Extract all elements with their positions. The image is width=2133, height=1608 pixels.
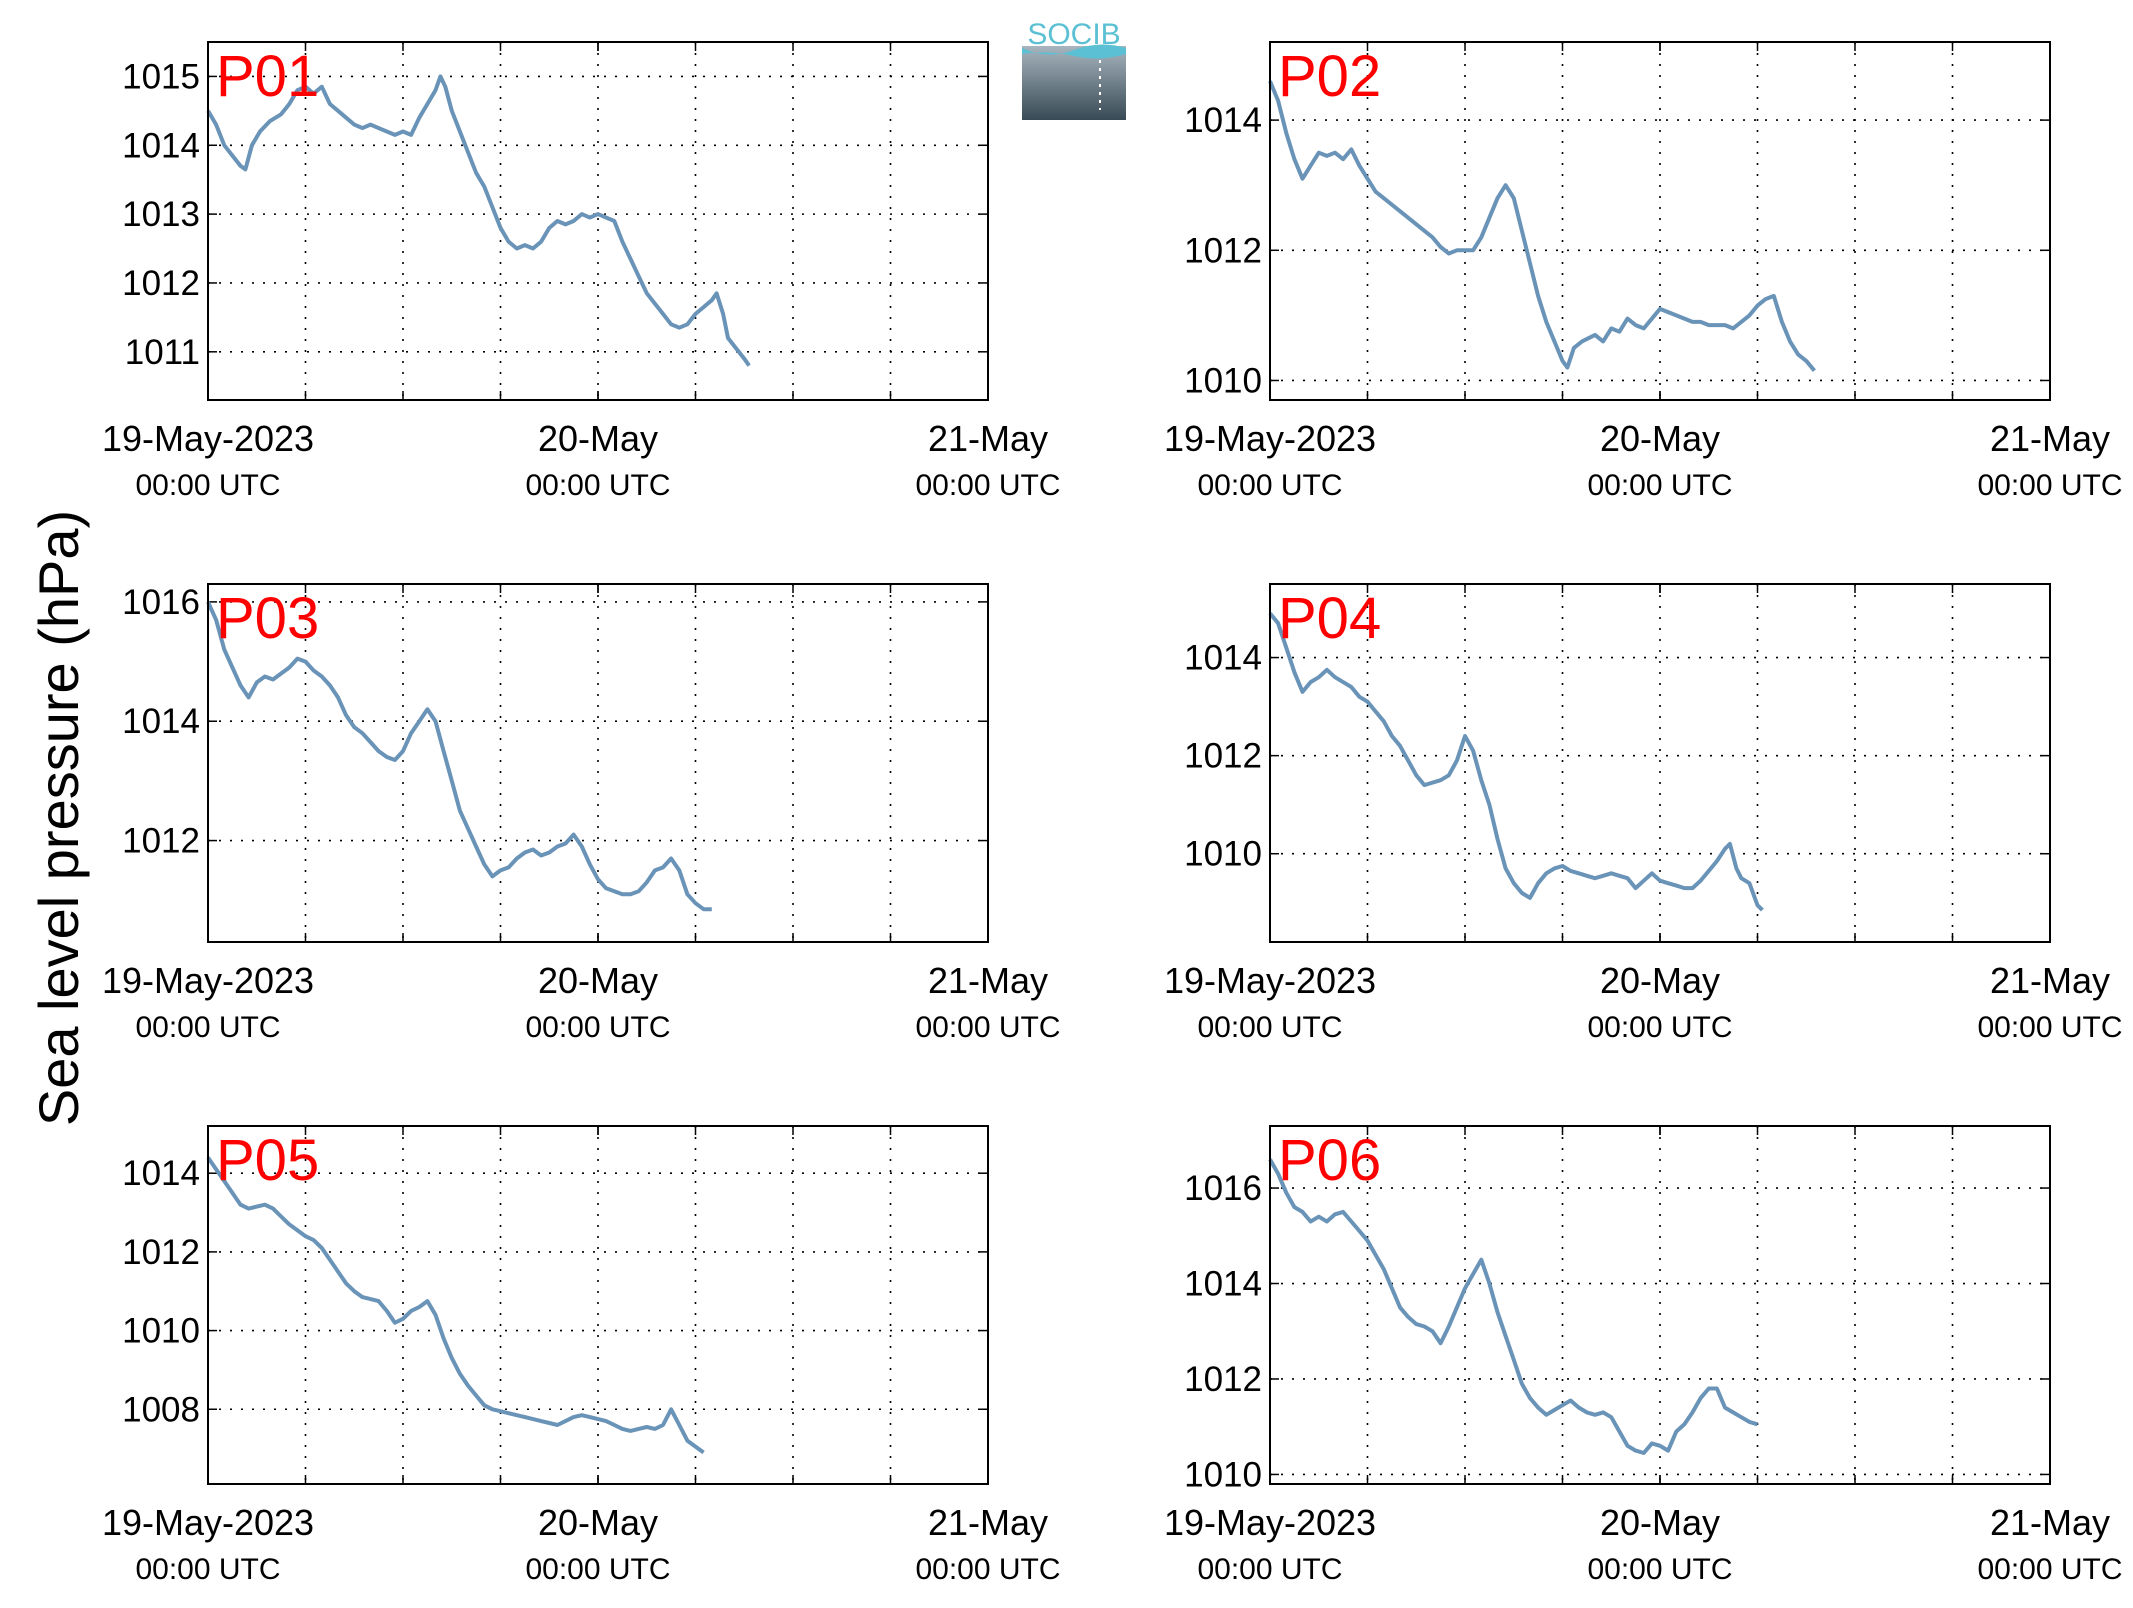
- y-tick-label: 1014: [1184, 1265, 1262, 1304]
- series-line-p02: [1268, 80, 1816, 372]
- x-tick-sublabel: 00:00 UTC: [915, 469, 1060, 502]
- station-label: P01: [216, 44, 319, 109]
- x-tick-sublabel: 00:00 UTC: [1587, 469, 1732, 502]
- plot-area: [208, 1126, 988, 1484]
- x-tick-label: 20-May: [1600, 418, 1720, 459]
- x-tick-label: 21-May: [928, 1502, 1048, 1543]
- y-axis-label: Sea level pressure (hPa): [27, 510, 90, 1126]
- x-tick-sublabel: 00:00 UTC: [1587, 1011, 1732, 1044]
- x-tick-label: 20-May: [538, 960, 658, 1001]
- series-line-p01: [206, 74, 751, 367]
- y-tick-label: 1012: [1184, 737, 1262, 776]
- x-tick-sublabel: 00:00 UTC: [1977, 1553, 2122, 1586]
- series-line-p05: [206, 1156, 705, 1455]
- y-tick-label: 1011: [125, 333, 200, 372]
- x-tick-sublabel: 00:00 UTC: [1587, 1553, 1732, 1586]
- x-tick-sublabel: 00:00 UTC: [915, 1011, 1060, 1044]
- x-tick-label: 19-May-2023: [1164, 1502, 1376, 1543]
- y-tick-label: 1010: [122, 1312, 200, 1351]
- series-line-p04: [1268, 612, 1764, 912]
- plot-area: [1270, 1126, 2050, 1484]
- y-tick-label: 1010: [1184, 361, 1262, 400]
- x-tick-label: 20-May: [538, 418, 658, 459]
- station-label: P05: [216, 1128, 319, 1193]
- y-tick-label: 1016: [1184, 1169, 1262, 1208]
- panel-p03: 1012 1014 1016 19-May-2023 00:00 UTC 20-May 00…: [102, 583, 1061, 1044]
- y-tick-label: 1012: [122, 1233, 200, 1272]
- y-tick-label: 1016: [122, 583, 200, 622]
- y-tick-label: 1014: [122, 126, 200, 165]
- y-tick-label: 1012: [1184, 1360, 1262, 1399]
- panel-p06: 1010 1012 1014 1016 19-May-2023 00:00 UTC 20-M…: [1164, 1125, 2123, 1586]
- x-tick-label: 21-May: [1990, 1502, 2110, 1543]
- x-tick-sublabel: 00:00 UTC: [1197, 469, 1342, 502]
- x-tick-sublabel: 00:00 UTC: [135, 1011, 280, 1044]
- x-tick-label: 19-May-2023: [102, 960, 314, 1001]
- x-tick-sublabel: 00:00 UTC: [525, 1011, 670, 1044]
- station-label: P06: [1278, 1128, 1381, 1193]
- x-tick-label: 20-May: [1600, 960, 1720, 1001]
- x-tick-sublabel: 00:00 UTC: [1197, 1011, 1342, 1044]
- y-tick-label: 1012: [1184, 231, 1262, 270]
- x-tick-label: 19-May-2023: [102, 418, 314, 459]
- station-label: P02: [1278, 44, 1381, 109]
- axes-frame: [1269, 583, 2051, 943]
- y-tick-label: 1012: [122, 822, 200, 861]
- x-tick-sublabel: 00:00 UTC: [1977, 1011, 2122, 1044]
- x-tick-label: 19-May-2023: [1164, 960, 1376, 1001]
- series-line-p06: [1268, 1158, 1759, 1455]
- x-tick-sublabel: 00:00 UTC: [915, 1553, 1060, 1586]
- x-tick-sublabel: 00:00 UTC: [525, 469, 670, 502]
- series-line-p03: [206, 601, 712, 912]
- x-tick-label: 19-May-2023: [102, 1502, 314, 1543]
- x-tick-label: 21-May: [928, 960, 1048, 1001]
- panel-p02: 1010 1012 1014 19-May-2023 00:00 UTC 20-May 00…: [1164, 41, 2123, 502]
- y-tick-label: 1014: [1184, 101, 1262, 140]
- x-tick-sublabel: 00:00 UTC: [1197, 1553, 1342, 1586]
- panel-p05: 1008 1010 1012 1014 19-May-2023 00:00 UTC 20-M…: [102, 1125, 1061, 1586]
- y-tick-label: 1010: [1184, 1455, 1262, 1494]
- y-tick-label: 1014: [122, 702, 200, 741]
- x-tick-label: 21-May: [1990, 960, 2110, 1001]
- x-tick-label: 21-May: [1990, 418, 2110, 459]
- x-tick-label: 20-May: [1600, 1502, 1720, 1543]
- y-tick-label: 1008: [122, 1390, 200, 1429]
- y-tick-label: 1010: [1184, 835, 1262, 874]
- x-tick-sublabel: 00:00 UTC: [1977, 469, 2122, 502]
- station-label: P03: [216, 586, 319, 651]
- panel-p04: 1010 1012 1014 19-May-2023 00:00 UTC 20-May 00…: [1164, 583, 2123, 1044]
- y-tick-label: 1014: [122, 1154, 200, 1193]
- x-tick-sublabel: 00:00 UTC: [525, 1553, 670, 1586]
- axes-frame: [207, 41, 989, 401]
- logo-text: SOCIB: [1027, 18, 1120, 51]
- axes-frame: [1269, 41, 2051, 401]
- socib-logo: SOCIB: [1022, 18, 1126, 120]
- y-tick-label: 1014: [1184, 639, 1262, 678]
- panel-p01: 1011 1012 1013 1014 1015 19-May-2023 00:00 UTC…: [102, 41, 1061, 502]
- y-tick-label: 1015: [122, 57, 200, 96]
- y-tick-label: 1012: [122, 264, 200, 303]
- station-label: P04: [1278, 586, 1381, 651]
- x-tick-sublabel: 00:00 UTC: [135, 1553, 280, 1586]
- x-tick-label: 21-May: [928, 418, 1048, 459]
- x-tick-sublabel: 00:00 UTC: [135, 469, 280, 502]
- x-tick-label: 19-May-2023: [1164, 418, 1376, 459]
- plot-area: [208, 584, 988, 942]
- plot-area: [1270, 584, 2050, 942]
- x-tick-label: 20-May: [538, 1502, 658, 1543]
- axes-frame: [1269, 1125, 2051, 1485]
- y-tick-label: 1013: [122, 195, 200, 234]
- plot-area: [1270, 42, 2050, 400]
- axes-frame: [207, 583, 989, 943]
- axes-frame: [207, 1125, 989, 1485]
